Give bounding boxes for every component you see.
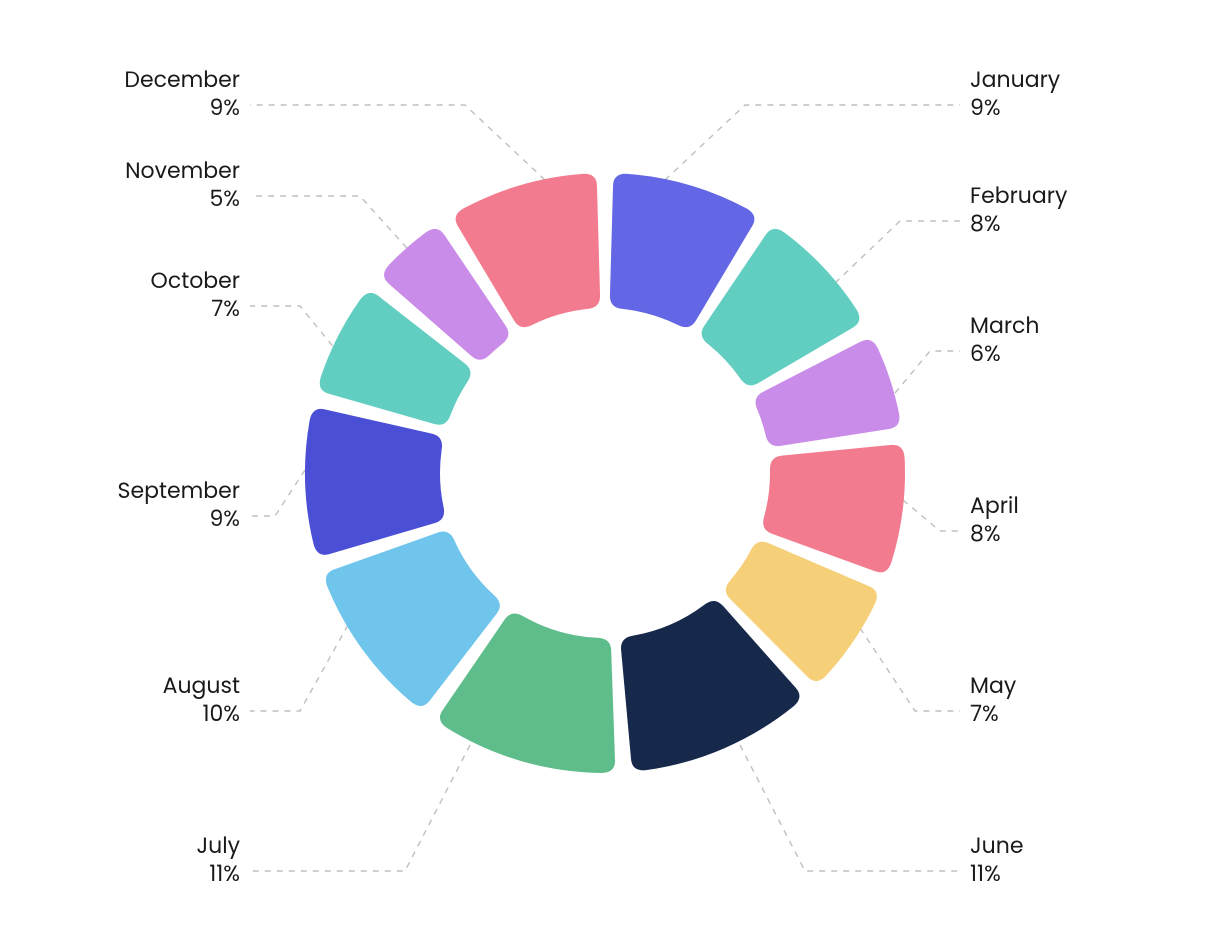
leader-september xyxy=(250,470,305,516)
label-value-june: 11% xyxy=(970,858,1001,889)
label-value-august: 10% xyxy=(202,698,240,729)
leader-june xyxy=(740,745,960,871)
label-value-september: 9% xyxy=(209,503,240,534)
label-value-may: 7% xyxy=(970,698,999,729)
label-value-january: 9% xyxy=(970,92,1001,123)
label-name-june: June xyxy=(970,830,1023,861)
label-name-october: October xyxy=(151,265,240,296)
label-name-april: April xyxy=(970,490,1019,521)
leader-april xyxy=(903,500,960,531)
label-name-august: August xyxy=(163,670,240,701)
label-value-december: 9% xyxy=(209,92,240,123)
leader-march xyxy=(895,351,960,393)
label-name-november: November xyxy=(125,155,240,186)
leader-january xyxy=(665,105,960,180)
leader-july xyxy=(250,745,470,871)
leader-august xyxy=(250,625,348,711)
label-name-february: February xyxy=(970,180,1068,211)
slices-layer xyxy=(305,174,905,773)
slice-september[interactable] xyxy=(305,409,444,555)
label-value-april: 8% xyxy=(970,518,1001,549)
label-value-march: 6% xyxy=(970,338,1001,369)
label-value-february: 8% xyxy=(970,208,1001,239)
label-name-may: May xyxy=(970,670,1017,701)
label-name-september: September xyxy=(118,475,240,506)
label-value-october: 7% xyxy=(211,293,240,324)
label-name-july: July xyxy=(196,830,240,861)
label-value-november: 5% xyxy=(209,183,240,214)
donut-chart: January9%February8%March6%April8%May7%Ju… xyxy=(0,0,1210,946)
leader-may xyxy=(860,628,960,711)
leader-february xyxy=(835,221,960,283)
leader-november xyxy=(250,196,415,257)
label-value-july: 11% xyxy=(209,858,240,889)
label-name-march: March xyxy=(970,310,1039,341)
label-name-january: January xyxy=(970,64,1061,95)
label-name-december: December xyxy=(124,64,240,95)
leader-december xyxy=(250,105,545,180)
leader-october xyxy=(250,306,340,355)
